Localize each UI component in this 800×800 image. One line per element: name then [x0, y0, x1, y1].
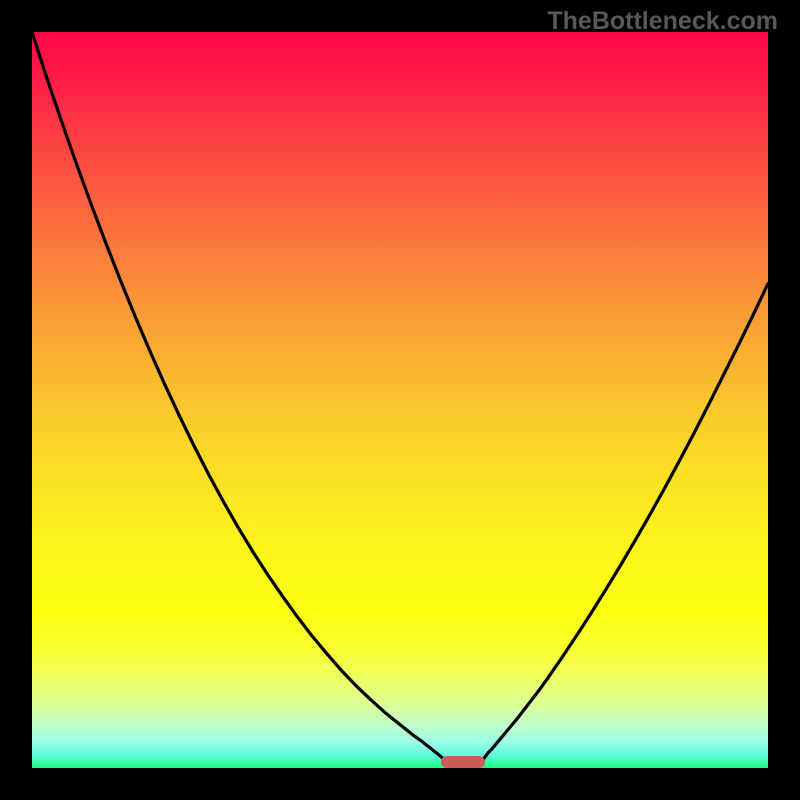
- chart-container: TheBottleneck.com: [0, 0, 800, 800]
- bottleneck-curve: [32, 32, 768, 768]
- plot-area: [32, 32, 768, 768]
- optimal-marker: [441, 756, 485, 768]
- watermark-text: TheBottleneck.com: [547, 7, 778, 36]
